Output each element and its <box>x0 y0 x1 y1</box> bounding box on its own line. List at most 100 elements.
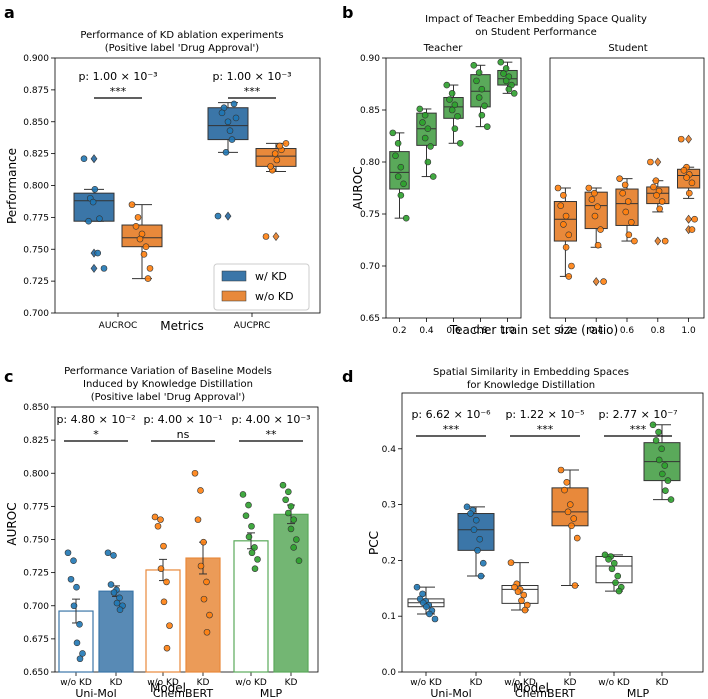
panel-b-student-flier <box>654 236 662 246</box>
panel-c-bar-without-kd <box>145 569 181 673</box>
panel-b-student-point <box>658 198 666 205</box>
panel-c-bar-kd <box>273 513 309 673</box>
panel-a-without-kd-point <box>132 223 140 230</box>
panel-d-annotation-stars: *** <box>630 423 647 436</box>
panel-c-model-label: Uni-Mol <box>75 687 116 699</box>
panel-b-teacher-point <box>483 123 491 130</box>
panel-c-model-label: MLP <box>260 687 283 699</box>
panel-d-point <box>521 606 529 614</box>
panel-b-teacher-point <box>392 152 399 160</box>
panel-d-box-label: w/o KD <box>410 678 442 688</box>
panel-b-teacher-point <box>389 129 397 137</box>
panel-b-teacher-point <box>400 180 407 188</box>
panel-b-ytick-label: 0.85 <box>360 106 380 116</box>
panel-c: c Performance Variation of Baseline Mode… <box>4 366 319 699</box>
panel-c-point <box>67 575 75 583</box>
panel-c-point <box>282 496 289 504</box>
panel-b-student-point <box>661 237 669 245</box>
panel-a-with-kd-point <box>89 198 97 206</box>
panel-b-student-point <box>557 202 565 209</box>
panel-b-student-point <box>625 231 633 239</box>
panel-a-title-line2: (Positive label 'Drug Approval') <box>105 43 260 54</box>
panel-d-box-label: KD <box>470 678 483 688</box>
panel-b-teacher-point <box>478 111 486 119</box>
panel-b-teacher-point <box>502 65 510 72</box>
panel-d-point <box>573 534 581 542</box>
panel-b-xtick-label: 1.0 <box>681 326 696 336</box>
panel-a-without-kd-point <box>276 142 284 150</box>
panel-d-point <box>470 526 478 534</box>
panel-d-point <box>652 437 660 444</box>
panel-c-annotation-stars: * <box>93 428 99 441</box>
panel-a-letter: a <box>4 3 15 22</box>
panel-d-point <box>661 462 669 469</box>
panel-d-point <box>423 603 430 611</box>
panel-d-point <box>467 510 474 517</box>
panel-b-title-line1: Impact of Teacher Embedding Space Qualit… <box>425 14 647 25</box>
panel-b-marks <box>389 58 701 287</box>
panel-c-ytick-label: 0.850 <box>23 403 49 413</box>
panel-d-point <box>564 508 572 516</box>
panel-c-letter: c <box>4 367 13 386</box>
panel-b-teacher-point <box>443 81 451 89</box>
panel-b-student-point <box>650 183 657 191</box>
panel-a-without-kd-point <box>273 156 281 164</box>
panel-c-point <box>151 513 159 521</box>
panel-d-annotation-pvalue: p: 1.22 × 10⁻⁵ <box>505 408 584 421</box>
panel-a-without-kd-point <box>134 214 142 221</box>
panel-c-annotation-stars: ns <box>177 428 190 441</box>
panel-a-ytick-label: 0.800 <box>23 182 49 192</box>
panel-b-teacher-point <box>451 125 459 133</box>
panel-b-student-point <box>560 221 567 228</box>
panel-c-ytick-label: 0.800 <box>23 469 49 479</box>
panel-b-student-box <box>584 191 608 230</box>
panel-c-ytick-label: 0.675 <box>23 635 49 645</box>
panel-b-xlabel: Teacher train set size (ratio) <box>449 323 618 337</box>
panel-d-point <box>655 428 662 436</box>
panel-b-student-point <box>565 273 573 280</box>
panel-b-student-point <box>562 212 570 220</box>
panel-b-student-point <box>600 278 607 285</box>
panel-b-student-point <box>647 158 654 166</box>
panel-a-xtick-label: AUCPRC <box>234 321 271 331</box>
panel-b-student-point <box>688 226 696 233</box>
panel-a-ytick-label: 0.750 <box>23 245 49 255</box>
panel-b-student-point <box>656 205 663 213</box>
panel-c-point <box>76 655 84 663</box>
panel-c-bar-label: w/o KD <box>60 678 92 688</box>
panel-b-student-point <box>585 184 593 192</box>
panel-a-with-kd-flier <box>90 263 98 273</box>
panel-a-without-kd-point <box>144 275 152 282</box>
panel-b-student-point <box>688 179 696 187</box>
panel-c-point <box>203 628 211 636</box>
panel-a-without-kd-point <box>128 201 136 208</box>
panel-d-point <box>570 515 578 522</box>
panel-d-annotation-pvalue: p: 6.62 × 10⁻⁶ <box>411 408 491 421</box>
panel-d-point <box>563 478 571 486</box>
panel-c-point <box>154 522 162 530</box>
panel-d: d Spatial Similarity in Embedding Spaces… <box>342 367 704 699</box>
panel-c-ytick-label: 0.825 <box>23 436 49 446</box>
panel-c-point <box>157 565 165 572</box>
panel-b-student-point <box>597 226 604 233</box>
legend-label-with-kd: w/ KD <box>255 270 287 283</box>
panel-b-student-flier <box>592 277 600 287</box>
panel-d-ytick-label: 0.1 <box>382 612 396 622</box>
panel-b-student-point <box>568 262 575 270</box>
panel-b-teacher-point <box>454 112 461 120</box>
panel-c-point <box>116 594 123 602</box>
panel-b-teacher-point <box>421 111 429 119</box>
panel-b-student-point <box>677 135 685 143</box>
panel-c-point <box>290 516 297 523</box>
panel-a-ytick-label: 0.825 <box>23 150 49 160</box>
panel-c-point <box>239 491 247 498</box>
panel-b-student-flier <box>685 134 692 144</box>
panel-b-teacher-point <box>475 69 483 76</box>
panel-a-ytick-label: 0.850 <box>23 118 49 128</box>
panel-b-student-flier <box>685 214 692 224</box>
panel-a-with-kd-point <box>226 127 234 134</box>
panel-c-marks: p: 4.80 × 10⁻² * p: 4.00 × 10⁻¹ ns p: 4.00 ×… <box>56 413 311 673</box>
panel-c-point <box>70 602 78 610</box>
panel-d-point <box>610 559 618 567</box>
